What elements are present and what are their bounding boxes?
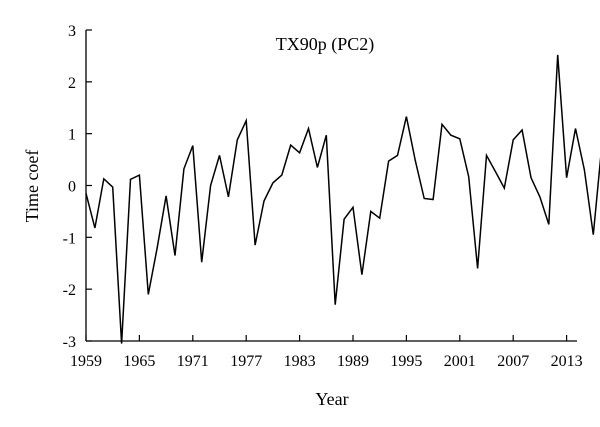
x-tick-label: 2007 — [497, 353, 529, 370]
x-axis-title: Year — [315, 389, 348, 409]
y-axis-title: Time coef — [22, 150, 42, 223]
y-tick-label: 3 — [68, 23, 76, 40]
series-layer — [85, 54, 600, 344]
y-tick-label: -2 — [63, 282, 76, 299]
y-tick-label: 0 — [68, 179, 76, 196]
y-tick-label: 2 — [68, 75, 76, 92]
y-tick-label: -1 — [63, 230, 76, 247]
x-tick-label: 1971 — [177, 353, 209, 370]
x-tick-label: 1995 — [390, 353, 422, 370]
x-tick-label: 1983 — [284, 353, 316, 370]
x-tick-label: 1977 — [230, 353, 262, 370]
x-tick-label: 1965 — [123, 353, 155, 370]
x-tick-label: 1989 — [337, 353, 369, 370]
y-tick-label: -3 — [63, 334, 76, 351]
x-tick-label: 2001 — [444, 353, 476, 370]
x-tick-label: 1959 — [70, 353, 102, 370]
series-line — [85, 54, 600, 344]
y-tick-label: 1 — [68, 127, 76, 144]
chart-title: TX90p (PC2) — [276, 34, 375, 55]
x-tick-label: 2013 — [551, 353, 583, 370]
ticks: 3 2 1 0 -1 -2 -3 1959 1965 1971 1977 1983 1989 1995 20… — [63, 23, 583, 370]
